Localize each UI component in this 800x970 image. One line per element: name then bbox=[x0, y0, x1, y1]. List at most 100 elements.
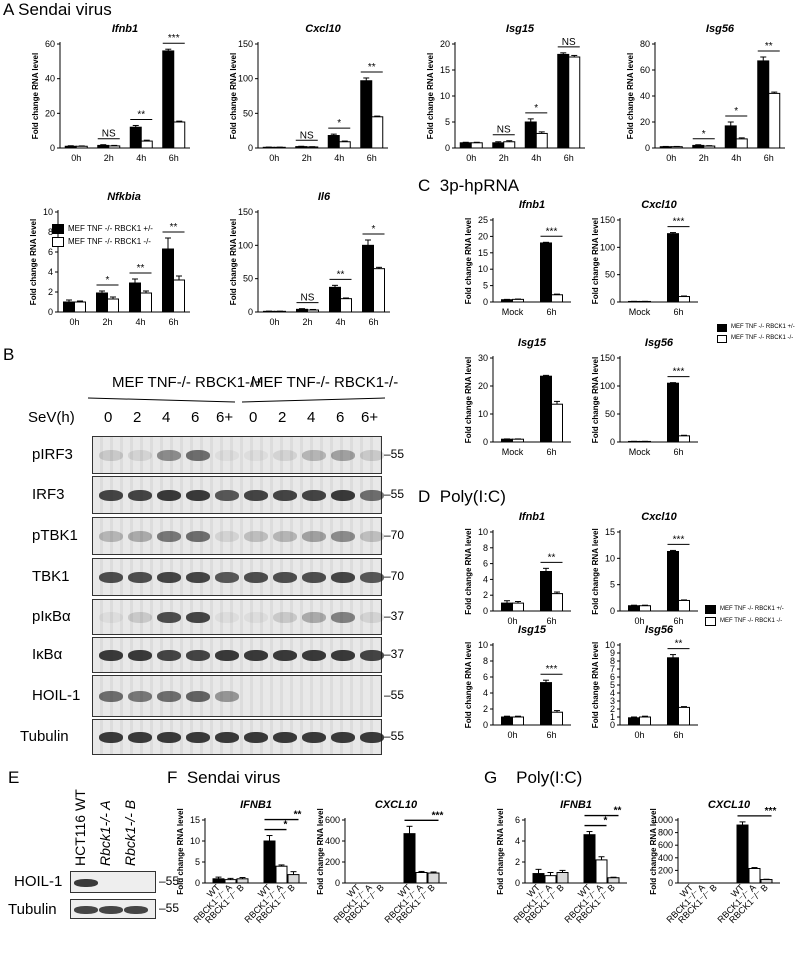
significance-label: ** bbox=[548, 552, 556, 563]
y-tick-label: 0 bbox=[668, 878, 673, 888]
legend-panel-a: MEF TNF -/- RBCK1 +/- MEF TNF -/- RBCK1 … bbox=[52, 222, 153, 248]
wb-mw-marker: –55 bbox=[384, 447, 405, 461]
significance-label: NS bbox=[301, 293, 315, 304]
significance-label: ** bbox=[765, 41, 773, 52]
x-tick-label: 6h bbox=[764, 153, 774, 163]
chart-title: Cxcl10 bbox=[305, 23, 341, 35]
bar bbox=[427, 872, 440, 884]
x-tick-label: 4h bbox=[334, 153, 344, 163]
wb-row-label: IκBα bbox=[32, 646, 63, 663]
y-axis-label: Fold change RNA level bbox=[464, 642, 473, 728]
x-tick-label: 6h bbox=[673, 730, 683, 740]
legend-panel-c: MEF TNF -/- RBCK1 +/- MEF TNF -/- RBCK1 … bbox=[717, 322, 795, 344]
y-tick-label: 5 bbox=[445, 117, 450, 127]
y-tick-label: 50 bbox=[605, 270, 615, 280]
x-tick-label: 2h bbox=[104, 153, 114, 163]
wb-blot-strip bbox=[92, 476, 384, 514]
legend-item-het: MEF TNF -/- RBCK1 +/- bbox=[52, 222, 153, 235]
bar bbox=[544, 875, 557, 884]
y-axis-label: Fold change RNA level bbox=[591, 528, 600, 614]
wb-band bbox=[331, 650, 355, 661]
wb-group2-label: MEF TNF-/- RBCK1-/- bbox=[251, 374, 399, 391]
wb-band bbox=[186, 612, 210, 623]
bar bbox=[736, 824, 749, 884]
wb-band bbox=[128, 531, 152, 542]
legend-label: MEF TNF -/- RBCK1 +/- bbox=[68, 224, 153, 233]
y-tick-label: 15 bbox=[190, 815, 200, 825]
wb-band bbox=[128, 572, 152, 583]
wb-band bbox=[244, 450, 268, 461]
x-tick-label: 0h bbox=[466, 153, 476, 163]
wb-band bbox=[273, 650, 297, 661]
y-tick-label: 7 bbox=[610, 664, 615, 674]
wb-lane-label: 2 bbox=[278, 409, 287, 426]
wb-band bbox=[331, 572, 355, 583]
wb-lane-label: 0 bbox=[104, 409, 113, 426]
y-tick-label: 30 bbox=[478, 353, 488, 363]
y-tick-label: 0 bbox=[483, 437, 488, 447]
wb-band bbox=[186, 732, 210, 743]
x-tick-label: 6h bbox=[673, 307, 683, 317]
x-tick-label: 2h bbox=[302, 317, 312, 327]
wb-row-label: HOIL-1 bbox=[32, 687, 81, 704]
wb-band bbox=[99, 531, 123, 542]
x-tick-label: 2h bbox=[302, 153, 312, 163]
chart-title: Nfkbia bbox=[107, 191, 141, 203]
y-tick-label: 50 bbox=[243, 108, 253, 118]
wb-band bbox=[157, 450, 181, 461]
wb-band bbox=[99, 490, 123, 501]
y-tick-label: 800 bbox=[658, 828, 673, 838]
bar bbox=[503, 141, 516, 149]
legend-item-ko: MEF TNF -/- RBCK1 -/- bbox=[52, 235, 153, 248]
wb-group1-label: MEF TNF-/- RBCK1-/+ bbox=[112, 374, 263, 391]
significance-label: *** bbox=[432, 810, 444, 821]
significance-label: ** bbox=[294, 810, 302, 821]
bar bbox=[263, 840, 276, 884]
x-tick-label: 6h bbox=[564, 153, 574, 163]
legend-swatch-white bbox=[717, 334, 727, 343]
y-tick-label: 150 bbox=[600, 215, 615, 225]
wb-band bbox=[302, 490, 326, 501]
legend-label: MEF TNF -/- RBCK1 -/- bbox=[720, 618, 783, 624]
chart-isg15-polyic: Isg15 Fold change RNA level 0 2 4 6 8 10 0h 6h *** bbox=[464, 624, 571, 740]
wb-row-label: Tubulin bbox=[20, 728, 69, 745]
x-tick-label: 6h bbox=[367, 153, 377, 163]
panel-f-title: Sendai virus bbox=[186, 768, 281, 787]
wb-band bbox=[215, 572, 239, 583]
y-axis-label: Fold change RNA level bbox=[464, 528, 473, 614]
wb-e-lane-label: Rbck1-/- A bbox=[97, 800, 113, 866]
y-tick-label: 50 bbox=[605, 409, 615, 419]
wb-lane-label: 0 bbox=[249, 409, 258, 426]
y-tick-label: 0 bbox=[483, 606, 488, 616]
y-tick-label: 10 bbox=[605, 640, 615, 650]
wb-band bbox=[186, 572, 210, 583]
bar bbox=[512, 438, 524, 443]
chart-title: Ifnb1 bbox=[112, 23, 138, 35]
y-tick-label: 20 bbox=[440, 39, 450, 49]
y-axis-label: Fold change RNA level bbox=[316, 808, 325, 894]
wb-band bbox=[99, 691, 123, 702]
wb-band bbox=[360, 490, 384, 501]
significance-label: ** bbox=[170, 222, 178, 233]
wb-band bbox=[215, 490, 239, 501]
wb-band bbox=[215, 450, 239, 461]
y-tick-label: 10 bbox=[440, 91, 450, 101]
y-tick-label: 9 bbox=[610, 648, 615, 658]
y-axis-label: Fold change RNA level bbox=[591, 357, 600, 443]
bar bbox=[748, 868, 761, 884]
bar bbox=[667, 233, 679, 303]
wb-band bbox=[331, 490, 355, 501]
wb-band bbox=[331, 531, 355, 542]
legend-item-het: MEF TNF -/- RBCK1 +/- bbox=[717, 322, 795, 333]
y-tick-label: 10 bbox=[478, 409, 488, 419]
wb-band bbox=[360, 612, 384, 623]
y-tick-label: 0 bbox=[610, 606, 615, 616]
x-tick-label: 0h bbox=[666, 153, 676, 163]
bar bbox=[540, 682, 552, 726]
y-tick-label: 0 bbox=[483, 297, 488, 307]
significance-label: NS bbox=[497, 125, 511, 136]
wb-band bbox=[244, 531, 268, 542]
wb-row-label: pTBK1 bbox=[32, 527, 78, 544]
significance-label: * bbox=[106, 275, 110, 286]
